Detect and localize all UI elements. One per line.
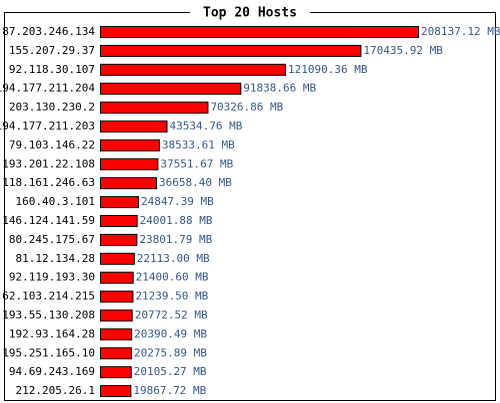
value-label: 24847.39 MB bbox=[141, 195, 214, 208]
category-label: 194.177.211.203 bbox=[0, 120, 95, 133]
bar bbox=[100, 63, 287, 76]
category-label: 92.118.30.107 bbox=[9, 63, 95, 76]
bar bbox=[100, 120, 168, 133]
value-label: 21400.60 MB bbox=[136, 271, 209, 284]
category-label: 193.55.130.208 bbox=[2, 309, 95, 322]
bar bbox=[100, 139, 160, 152]
bar bbox=[100, 158, 159, 171]
value-label: 20390.49 MB bbox=[134, 327, 207, 340]
category-label: 87.203.246.134 bbox=[2, 25, 95, 38]
value-label: 23801.79 MB bbox=[139, 233, 212, 246]
value-label: 43534.76 MB bbox=[170, 120, 243, 133]
category-label: 81.12.134.28 bbox=[16, 252, 95, 265]
bar bbox=[100, 328, 133, 341]
category-label: 212.205.26.1 bbox=[16, 384, 95, 397]
value-label: 20105.27 MB bbox=[134, 365, 207, 378]
category-label: 203.130.230.2 bbox=[9, 101, 95, 114]
value-label: 170435.92 MB bbox=[363, 44, 443, 57]
value-label: 38533.61 MB bbox=[162, 138, 235, 151]
bar bbox=[100, 82, 242, 95]
category-label: 160.40.3.101 bbox=[16, 195, 95, 208]
value-label: 20275.89 MB bbox=[134, 346, 207, 359]
category-label: 62.103.214.215 bbox=[2, 290, 95, 303]
bar bbox=[100, 44, 362, 57]
bar bbox=[100, 271, 134, 284]
value-label: 20772.52 MB bbox=[135, 309, 208, 322]
category-label: 79.103.146.22 bbox=[9, 138, 95, 151]
category-label: 155.207.29.37 bbox=[9, 44, 95, 57]
category-label: 92.119.193.30 bbox=[9, 271, 95, 284]
bar bbox=[100, 233, 138, 246]
bar bbox=[100, 385, 132, 398]
category-label: 94.69.243.169 bbox=[9, 365, 95, 378]
category-label: 195.251.165.10 bbox=[2, 346, 95, 359]
bar bbox=[100, 347, 132, 360]
bar bbox=[100, 26, 419, 38]
title-background bbox=[190, 4, 310, 20]
value-label: 70326.86 MB bbox=[210, 101, 283, 114]
chart-title: Top 20 Hosts bbox=[203, 6, 297, 21]
category-label: 194.177.211.204 bbox=[0, 82, 95, 95]
value-label: 37551.67 MB bbox=[160, 157, 233, 170]
value-label: 24001.88 MB bbox=[140, 214, 213, 227]
bar bbox=[100, 215, 138, 227]
bar bbox=[100, 366, 132, 379]
bar bbox=[100, 252, 135, 265]
bar bbox=[100, 290, 134, 303]
value-label: 121090.36 MB bbox=[288, 63, 368, 76]
category-label: 193.201.22.108 bbox=[2, 157, 95, 170]
category-label: 192.93.164.28 bbox=[9, 327, 95, 340]
bar bbox=[100, 309, 133, 322]
value-label: 208137.12 MB bbox=[421, 25, 500, 38]
value-label: 91838.66 MB bbox=[243, 82, 316, 95]
value-label: 22113.00 MB bbox=[137, 252, 210, 265]
value-label: 19867.72 MB bbox=[133, 384, 206, 397]
category-label: 118.161.246.63 bbox=[2, 176, 95, 189]
category-label: 80.245.175.67 bbox=[9, 233, 95, 246]
value-label: 21239.50 MB bbox=[135, 290, 208, 303]
value-label: 36658.40 MB bbox=[159, 176, 232, 189]
bar bbox=[100, 101, 209, 114]
bar bbox=[100, 177, 158, 190]
category-label: 146.124.141.59 bbox=[2, 214, 95, 227]
bar bbox=[100, 196, 139, 209]
